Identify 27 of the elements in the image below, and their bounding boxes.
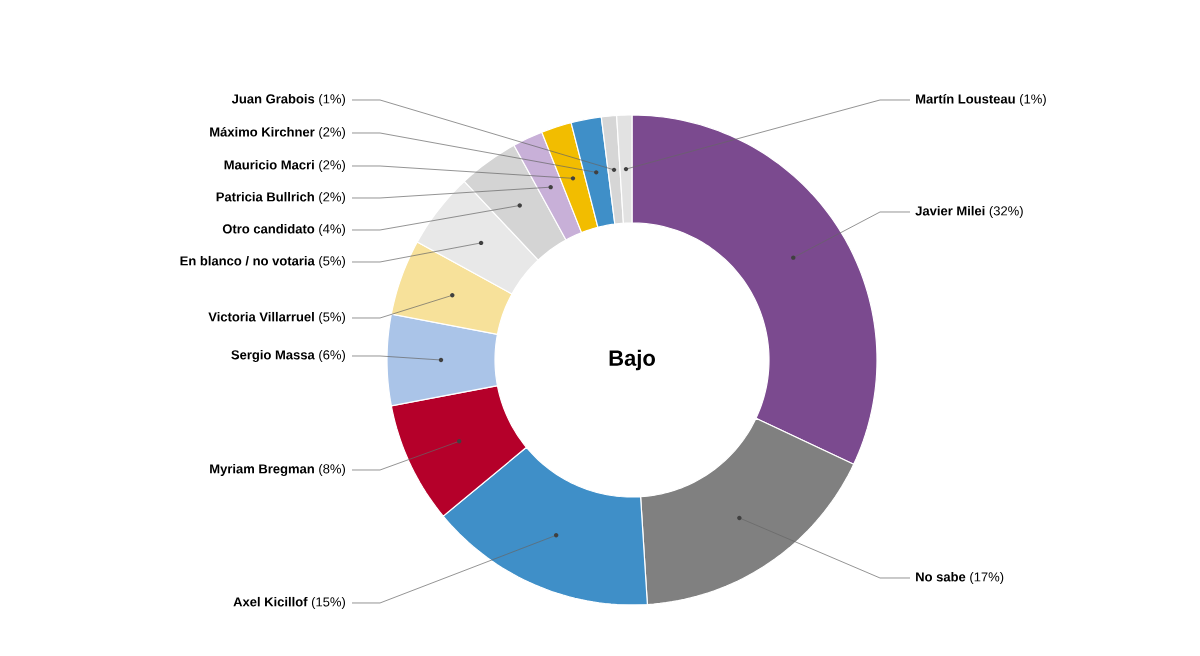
data-label: (6%): [319, 349, 345, 363]
data-label: (4%): [319, 223, 345, 237]
slice-label: Mauricio Macri: [224, 159, 314, 170]
data-label: (2%): [319, 191, 345, 205]
slice-label: Martín Lousteau: [916, 93, 1015, 104]
data-label: (15%): [311, 596, 345, 610]
data-label: (2%): [319, 159, 345, 173]
data-label: (32%): [989, 205, 1023, 219]
text: Bajo: [609, 349, 655, 371]
slice-label: Victoria Villarruel: [208, 311, 314, 322]
slice-label: En blanco / no votaria: [180, 255, 315, 266]
data-label: (2%): [319, 126, 345, 140]
data-label: (1%): [1020, 93, 1046, 107]
data-label: (5%): [319, 255, 345, 269]
data-label: (1%): [319, 93, 345, 107]
slice-label: Patricia Bullrich: [216, 191, 314, 202]
slice-label: No sabe: [916, 571, 966, 582]
slice-label: Javier Milei: [915, 205, 985, 216]
slice-label: Myriam Bregman: [210, 463, 314, 477]
slice-label: Axel Kicillof: [233, 596, 308, 607]
data-label: (5%): [319, 311, 345, 325]
slice-label: Sergio Massa: [231, 349, 315, 363]
data-label: (8%): [319, 463, 345, 477]
slice-label: Juan Grabois: [231, 93, 315, 104]
slice-label: Máximo Kirchner: [210, 126, 315, 137]
data-label: (17%): [970, 571, 1004, 585]
slice-label: Otro candidato: [222, 223, 315, 234]
